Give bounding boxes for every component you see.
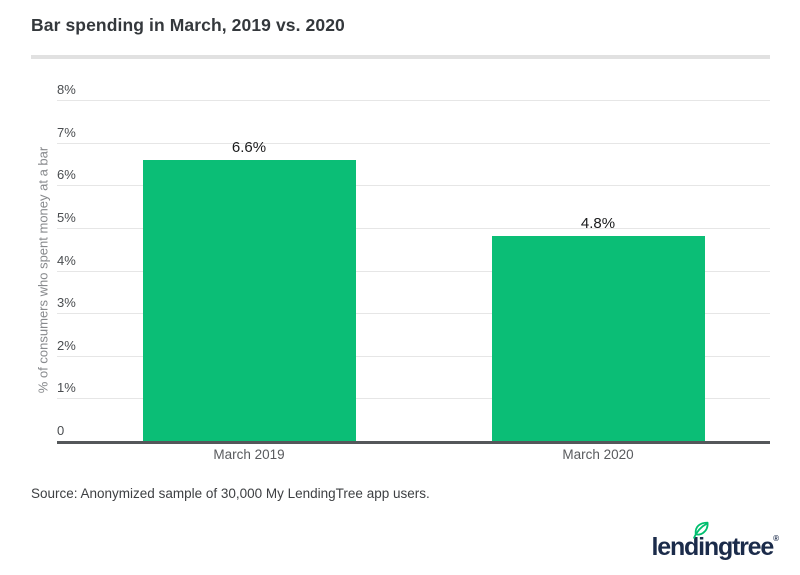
x-axis-line (57, 441, 770, 444)
y-tick-label-3: 3% (57, 295, 76, 311)
bar-march-2020 (491, 236, 705, 441)
bar-value-label: 4.8% (580, 215, 616, 233)
leaf-icon (693, 521, 709, 539)
y-tick-label-1: 1% (57, 380, 76, 396)
y-tick-label-7: 7% (57, 124, 76, 140)
bar-march-2019 (142, 159, 356, 441)
registered-mark: ® (773, 534, 779, 543)
gridline-3 (57, 313, 770, 315)
chart-title: Bar spending in March, 2019 vs. 2020 (31, 15, 345, 35)
y-tick-label-5: 5% (57, 209, 76, 225)
logo-text-lend: lend (651, 533, 700, 561)
bar-value-label: 6.6% (231, 138, 267, 156)
title-divider (31, 55, 770, 59)
y-tick-label-4: 4% (57, 252, 76, 268)
y-tick-label-0: 0 (57, 423, 65, 438)
gridline-6 (57, 185, 770, 187)
y-tick-label-2: 2% (57, 337, 76, 353)
y-tick-label-6: 6% (57, 167, 76, 183)
gridline-8 (57, 100, 770, 101)
gridline-7 (57, 142, 770, 144)
gridline-1 (57, 398, 770, 400)
lendingtree-logo: lend ingtree® (651, 521, 779, 561)
x-axis-label: March 2020 (562, 447, 634, 462)
y-tick-label-8: 8% (57, 82, 76, 97)
gridline-4 (57, 270, 770, 272)
x-axis-label: March 2019 (213, 447, 285, 462)
gridline-2 (57, 355, 770, 357)
logo-letter-i: i (693, 521, 709, 560)
gridline-5 (57, 227, 770, 229)
source-note: Source: Anonymized sample of 30,000 My L… (31, 486, 430, 501)
logo-text-ngtree: ngtree (703, 533, 774, 561)
